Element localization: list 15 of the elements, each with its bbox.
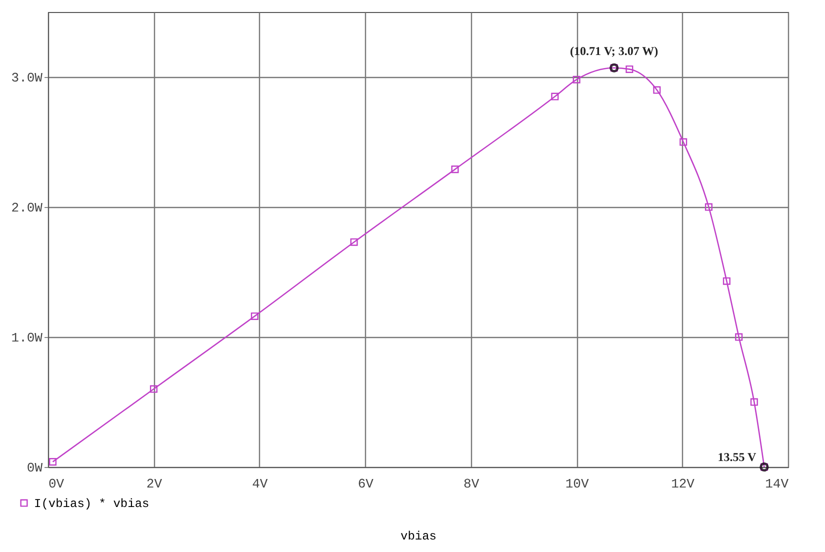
x-axis-title: vbias — [400, 530, 437, 544]
x-tick-label: 4V — [252, 476, 268, 492]
x-tick-label: 14V — [765, 476, 789, 492]
x-tick-label: 12V — [671, 476, 695, 492]
x-tick-label: 2V — [146, 476, 162, 492]
x-tick-label: 8V — [464, 476, 480, 492]
annotation: 13.55 V — [718, 450, 757, 464]
x-tick-label: 0V — [48, 476, 64, 492]
y-tick-label: 3.0W — [11, 70, 43, 86]
y-tick-label: 2.0W — [11, 200, 43, 216]
x-tick-label: 6V — [358, 476, 374, 492]
legend-label: I(vbias) * vbias — [34, 497, 150, 511]
x-tick-label: 10V — [565, 476, 589, 492]
y-tick-label: 0W — [26, 460, 43, 476]
y-tick-label: 1.0W — [11, 330, 43, 346]
